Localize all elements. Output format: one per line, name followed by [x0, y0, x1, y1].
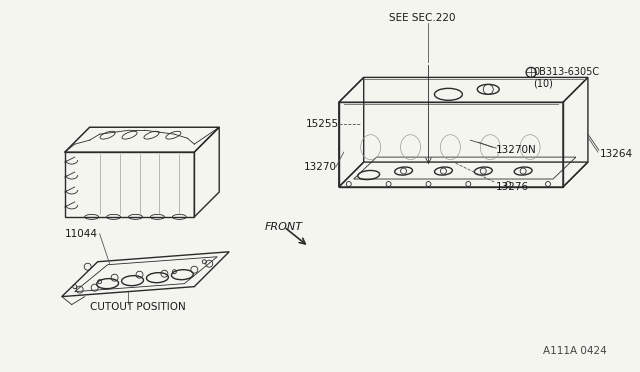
Text: 13270: 13270 [304, 162, 337, 172]
Text: SEE SEC.220: SEE SEC.220 [388, 13, 455, 23]
Text: 15255: 15255 [306, 119, 339, 129]
Text: 13264: 13264 [600, 149, 633, 159]
Text: 13276: 13276 [496, 182, 529, 192]
Text: FRONT: FRONT [265, 222, 303, 232]
Text: 13270N: 13270N [496, 145, 537, 155]
Text: CUTOUT POSITION: CUTOUT POSITION [90, 302, 186, 312]
Text: 0B313-6305C
(10): 0B313-6305C (10) [533, 67, 599, 88]
Text: 11044: 11044 [65, 229, 98, 239]
Text: A111A 0424: A111A 0424 [543, 346, 607, 356]
